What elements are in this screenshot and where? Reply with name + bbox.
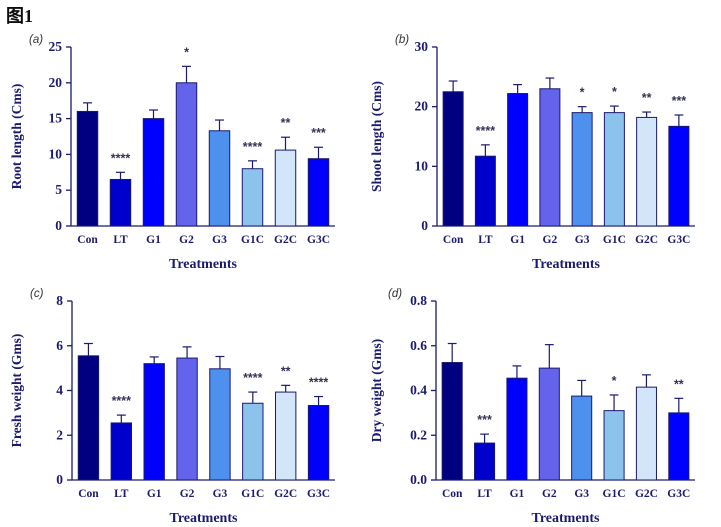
svg-text:G2: G2	[180, 488, 195, 500]
svg-text:*: *	[580, 86, 585, 100]
svg-text:Treatments: Treatments	[169, 257, 237, 272]
svg-text:25: 25	[49, 39, 63, 54]
svg-text:G3C: G3C	[307, 488, 330, 500]
svg-text:****: ****	[476, 124, 496, 138]
svg-text:0: 0	[56, 472, 63, 487]
svg-text:6: 6	[56, 338, 63, 353]
svg-text:**: **	[281, 364, 291, 378]
svg-text:G1C: G1C	[241, 234, 264, 246]
svg-text:20: 20	[415, 99, 429, 114]
svg-text:Con: Con	[78, 488, 99, 500]
svg-text:G2C: G2C	[274, 234, 297, 246]
svg-text:****: ****	[243, 371, 263, 385]
svg-text:**: **	[674, 377, 684, 391]
svg-text:****: ****	[112, 394, 132, 408]
svg-text:G2: G2	[543, 234, 558, 246]
svg-text:Dry weight (Gms): Dry weight (Gms)	[369, 339, 384, 442]
svg-text:Root length (Cms): Root length (Cms)	[9, 84, 24, 190]
svg-text:**: **	[642, 91, 652, 105]
svg-text:G1C: G1C	[603, 488, 626, 500]
svg-text:(c): (c)	[30, 288, 44, 300]
svg-text:15: 15	[49, 111, 63, 126]
svg-text:G1C: G1C	[603, 234, 626, 246]
svg-text:Con: Con	[77, 234, 98, 246]
svg-text:Treatments: Treatments	[532, 257, 600, 272]
svg-text:G3C: G3C	[307, 234, 330, 246]
svg-text:G3C: G3C	[667, 488, 690, 500]
svg-text:Con: Con	[442, 488, 463, 500]
svg-text:0.4: 0.4	[410, 383, 427, 398]
svg-text:G2C: G2C	[635, 234, 658, 246]
svg-text:Treatments: Treatments	[532, 511, 600, 526]
svg-text:5: 5	[55, 182, 62, 197]
svg-text:G2C: G2C	[274, 488, 297, 500]
svg-text:G2: G2	[179, 234, 194, 246]
svg-text:G3: G3	[213, 488, 228, 500]
svg-text:20: 20	[49, 75, 63, 90]
svg-text:G1: G1	[146, 234, 161, 246]
svg-text:****: ****	[243, 140, 263, 154]
svg-text:(a): (a)	[29, 34, 43, 46]
svg-text:0: 0	[421, 218, 428, 233]
svg-text:0.8: 0.8	[410, 293, 427, 308]
svg-text:****: ****	[111, 151, 131, 165]
svg-text:G1C: G1C	[241, 488, 264, 500]
svg-text:Treatments: Treatments	[170, 511, 238, 526]
svg-text:10: 10	[415, 158, 429, 173]
svg-text:LT: LT	[113, 234, 128, 246]
svg-text:4: 4	[56, 383, 63, 398]
svg-text:G3: G3	[575, 234, 590, 246]
svg-text:Con: Con	[443, 234, 464, 246]
svg-text:G3C: G3C	[667, 234, 690, 246]
svg-text:Shoot length (Cms): Shoot length (Cms)	[369, 81, 384, 192]
svg-text:G3: G3	[574, 488, 589, 500]
svg-text:0.0: 0.0	[410, 472, 427, 487]
svg-text:10: 10	[49, 146, 63, 161]
svg-text:*: *	[184, 45, 189, 59]
svg-text:30: 30	[415, 39, 429, 54]
svg-text:0.2: 0.2	[410, 427, 427, 442]
svg-text:G3: G3	[212, 234, 227, 246]
svg-text:G2C: G2C	[635, 488, 658, 500]
svg-text:G1: G1	[510, 234, 525, 246]
svg-text:0: 0	[55, 218, 62, 233]
svg-text:***: ***	[477, 413, 492, 427]
svg-text:G1: G1	[147, 488, 162, 500]
svg-text:****: ****	[309, 376, 329, 390]
svg-text:2: 2	[56, 427, 63, 442]
svg-text:LT: LT	[114, 488, 129, 500]
svg-text:*: *	[612, 85, 617, 99]
svg-text:(d): (d)	[388, 288, 402, 300]
svg-text:***: ***	[311, 126, 326, 140]
svg-text:LT: LT	[478, 234, 493, 246]
svg-text:G2: G2	[542, 488, 557, 500]
svg-text:G1: G1	[510, 488, 525, 500]
svg-text:Fresh weight (Gms): Fresh weight (Gms)	[9, 334, 24, 448]
svg-text:0.6: 0.6	[410, 338, 427, 353]
svg-text:**: **	[281, 116, 291, 130]
svg-text:***: ***	[672, 94, 687, 108]
svg-text:(b): (b)	[395, 34, 409, 46]
svg-text:LT: LT	[477, 488, 492, 500]
svg-text:*: *	[612, 374, 617, 388]
svg-text:8: 8	[56, 293, 63, 308]
